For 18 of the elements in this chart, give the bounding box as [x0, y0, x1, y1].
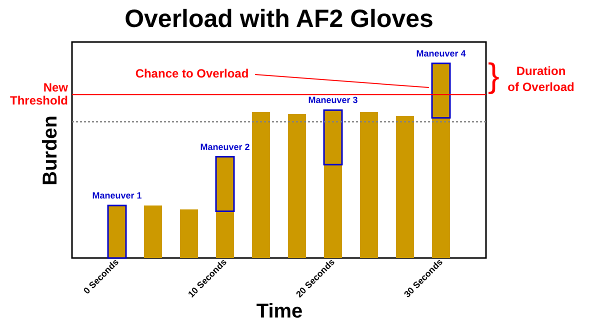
bar	[144, 205, 162, 258]
annotation: Maneuver 3	[308, 95, 358, 106]
annotation: Maneuver 4	[416, 48, 466, 58]
bar	[107, 204, 127, 259]
y-axis-title: Burden	[40, 116, 62, 186]
x-axis-title: Time	[256, 300, 303, 322]
ref-line-label: New Threshold	[10, 80, 69, 108]
bar	[180, 209, 198, 258]
text: }	[488, 56, 500, 95]
annotation: Maneuver 2	[200, 142, 250, 152]
bar	[288, 114, 306, 258]
bar	[396, 116, 414, 258]
bar	[360, 112, 378, 258]
annotation: Maneuver 1	[92, 190, 142, 200]
text: Duration of Overload	[508, 64, 574, 94]
annotation: Chance to Overload	[135, 66, 249, 81]
chart-title: Overload with AF2 Gloves	[124, 5, 434, 33]
bar	[252, 112, 270, 258]
